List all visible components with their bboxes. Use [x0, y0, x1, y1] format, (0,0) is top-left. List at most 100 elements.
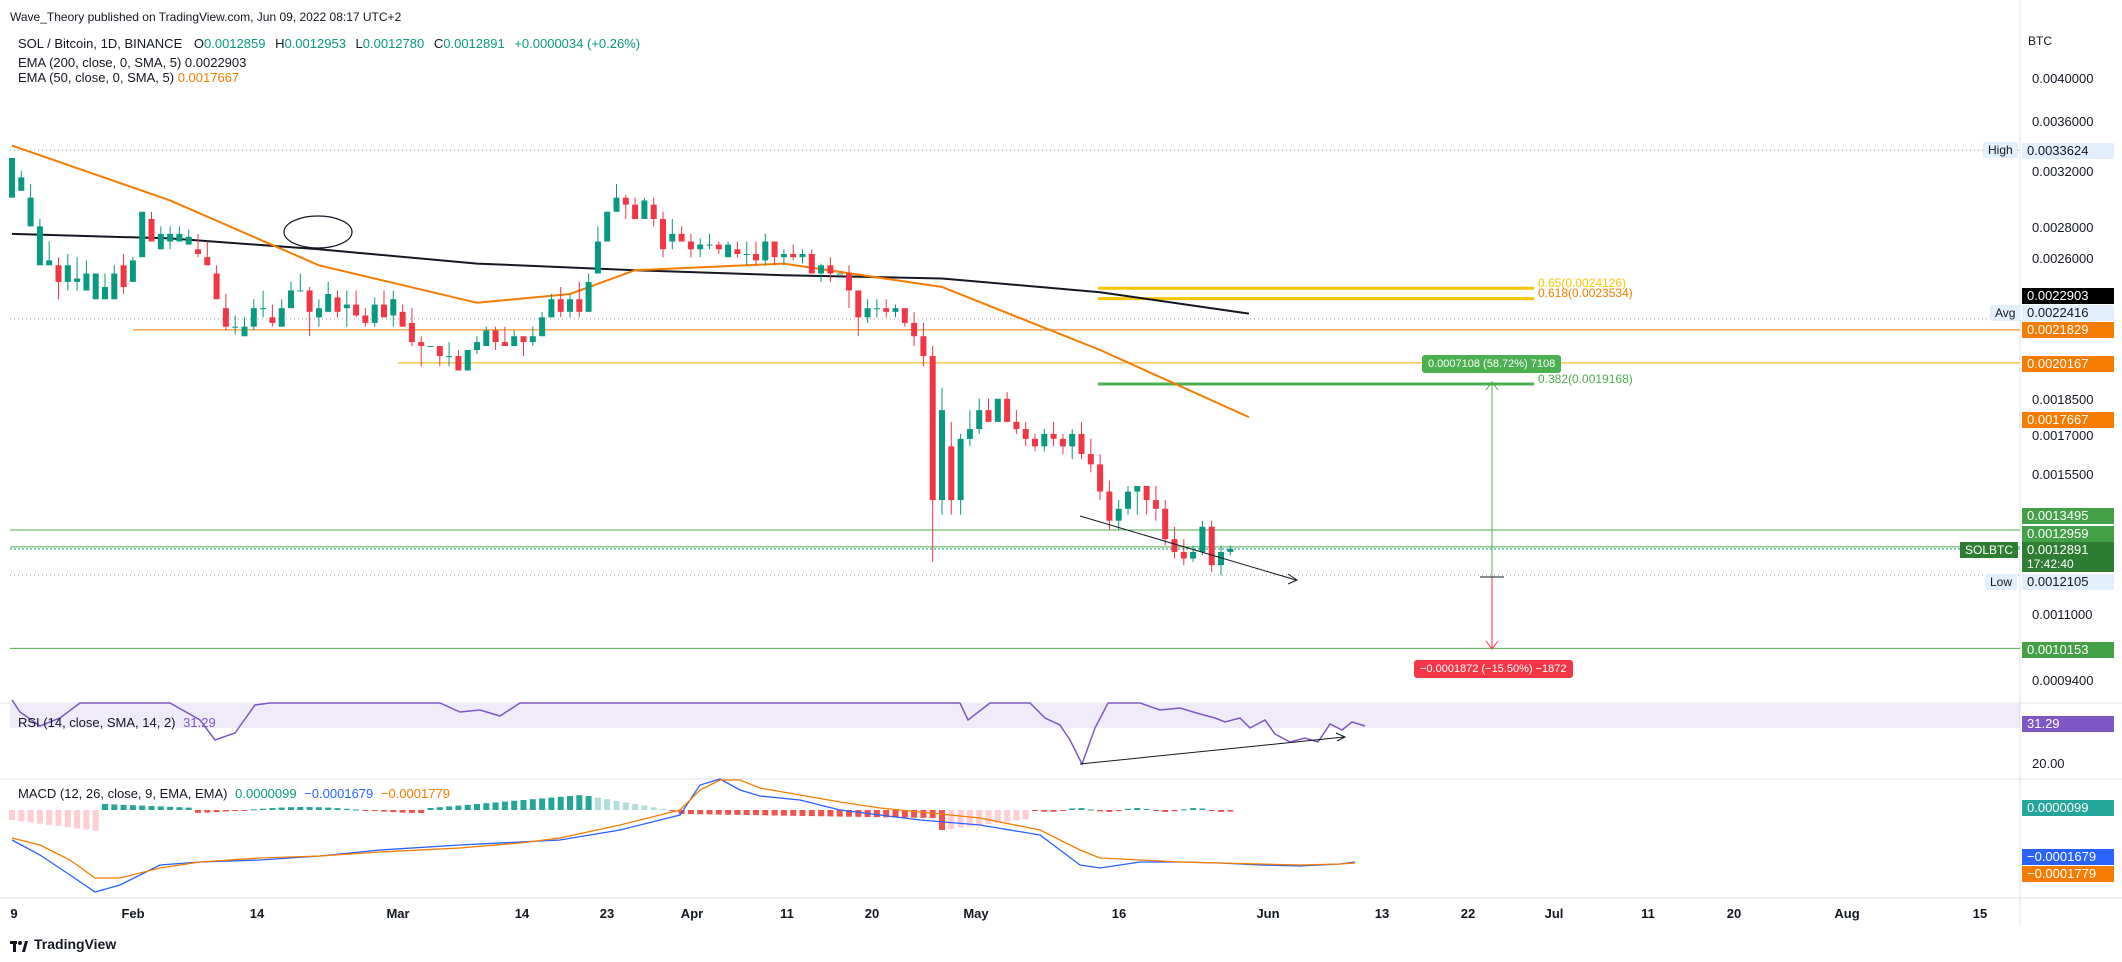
macd-hist-bar — [222, 810, 229, 812]
time-tick: Jul — [1544, 906, 1564, 921]
symbol-tag: SOLBTC — [1960, 542, 2019, 558]
macd-hist-bar — [362, 810, 369, 811]
macd-line-badge: −0.0001679 — [2022, 849, 2114, 865]
macd-hist-bar — [1190, 808, 1197, 810]
publisher-line: Wave_Theory published on TradingView.com… — [10, 10, 402, 24]
ema200-price-badge: 0.0022903 — [2022, 288, 2114, 304]
time-tick: 11 — [780, 906, 794, 921]
candle-body — [771, 241, 778, 258]
price-tick: 0.0040000 — [2032, 71, 2094, 86]
candle-body — [418, 342, 425, 347]
macd-hist-bar — [36, 810, 43, 824]
macd-hist-bar — [641, 805, 648, 810]
macd-hist-bar — [576, 795, 583, 810]
candle-body — [808, 254, 815, 274]
macd-hist-bar — [1134, 808, 1141, 810]
macd-hist-bar — [1227, 810, 1234, 812]
candle-body — [687, 241, 694, 250]
candle-body — [641, 200, 648, 220]
ema50-legend[interactable]: EMA (50, close, 0, SMA, 5) 0.0017667 — [18, 70, 239, 85]
time-tick: 23 — [599, 906, 615, 921]
price-tick: 0.0036000 — [2032, 114, 2094, 129]
footer-brand-label: TradingView — [34, 936, 117, 952]
candle-body — [36, 226, 43, 266]
macd-hist-bar — [1208, 810, 1215, 811]
candle-body — [725, 244, 732, 258]
macd-hist-bar — [288, 807, 294, 810]
candle-body — [436, 346, 443, 357]
level-badge: 0.0020167 — [2022, 356, 2114, 372]
measure-up-label[interactable]: 0.0007108 (58.72%) 7108 — [1422, 355, 1562, 373]
candle-body — [1069, 433, 1076, 447]
macd-hist-bar — [83, 810, 90, 830]
fib-0382-label: 0.382(0.0019168) — [1538, 372, 1633, 386]
candle-body — [1143, 485, 1150, 501]
macd-hist-bar — [911, 810, 918, 818]
macd-hist-bar — [139, 805, 146, 810]
candle-body — [883, 308, 890, 312]
candle-body — [92, 273, 99, 300]
macd-hist-bar — [697, 810, 704, 815]
macd-hist-bar — [622, 802, 629, 810]
candle-body — [1152, 500, 1159, 509]
candle-body — [343, 304, 350, 309]
macd-legend[interactable]: MACD (12, 26, close, 9, EMA, EMA) 0.0000… — [18, 786, 450, 801]
candle-body — [1162, 508, 1169, 540]
ema200-legend[interactable]: EMA (200, close, 0, SMA, 5) 0.0022903 — [18, 55, 246, 70]
candle-body — [585, 281, 592, 312]
macd-hist-bar — [46, 810, 53, 825]
candle-body — [148, 219, 155, 242]
candle-body — [222, 308, 229, 327]
time-tick: 9 — [10, 906, 18, 921]
candle-body — [1013, 421, 1020, 430]
rsi-pane — [10, 699, 2020, 766]
candle-body — [697, 244, 704, 250]
rsi-legend[interactable]: RSI (14, close, SMA, 14, 2) 31.29 — [18, 715, 216, 730]
candle-body — [474, 342, 480, 351]
footer-brand[interactable]: TradingView — [10, 936, 116, 952]
candle-body — [1218, 551, 1224, 566]
symbol-legend[interactable]: SOL / Bitcoin, 1D, BINANCE O0.0012859 H0… — [18, 36, 640, 51]
candle-body — [232, 326, 239, 328]
horizontal-levels[interactable] — [10, 329, 2020, 649]
macd-hist-bar — [585, 796, 592, 810]
macd-hist-bar — [1059, 810, 1066, 811]
macd-hist-bar — [232, 810, 239, 811]
macd-hist-bar — [743, 810, 750, 816]
arrow-head-icon — [1335, 732, 1347, 742]
macd-hist-bar — [455, 805, 462, 810]
level-badge: 0.0012959 — [2022, 526, 2114, 542]
macd-hist-bar — [1143, 809, 1150, 811]
macd-hist-bar — [873, 810, 880, 818]
macd-hist-bar — [353, 809, 360, 811]
macd-hist-bar — [436, 807, 443, 810]
candle-body — [957, 438, 964, 501]
trend-drawings[interactable] — [1079, 381, 1504, 650]
macd-hist-bar — [753, 810, 759, 816]
high-price-badge: 0.0033624 — [2022, 143, 2114, 159]
candle-body — [929, 356, 936, 501]
candle-body — [1227, 548, 1234, 552]
price-tick: 0.0009400 — [2032, 673, 2094, 688]
measure-down-label[interactable]: −0.0001872 (−15.50%) −1872 — [1414, 660, 1573, 678]
fibonacci-lines[interactable] — [1098, 286, 1534, 386]
macd-hist-bar — [734, 810, 741, 815]
macd-hist-bar — [390, 810, 397, 813]
price-tick: 0.0015500 — [2032, 467, 2094, 482]
candle-body — [873, 308, 880, 310]
macd-hist-bar — [929, 810, 936, 819]
macd-hist-bar — [148, 806, 155, 810]
candle-body — [306, 290, 313, 312]
candle-body — [64, 265, 71, 282]
candle-body — [399, 311, 406, 327]
macd-hist-bar — [687, 810, 694, 815]
ema200-value: 0.0022903 — [184, 55, 247, 70]
last-price: 0.0012891 — [2027, 542, 2089, 557]
candle-body — [325, 293, 332, 312]
arrow-up-icon — [1485, 381, 1499, 391]
macd-hist-bar — [948, 810, 955, 829]
time-tick: May — [963, 906, 989, 921]
ema50-price-badge: 0.0017667 — [2022, 412, 2114, 428]
macd-hist-bar — [9, 810, 15, 820]
